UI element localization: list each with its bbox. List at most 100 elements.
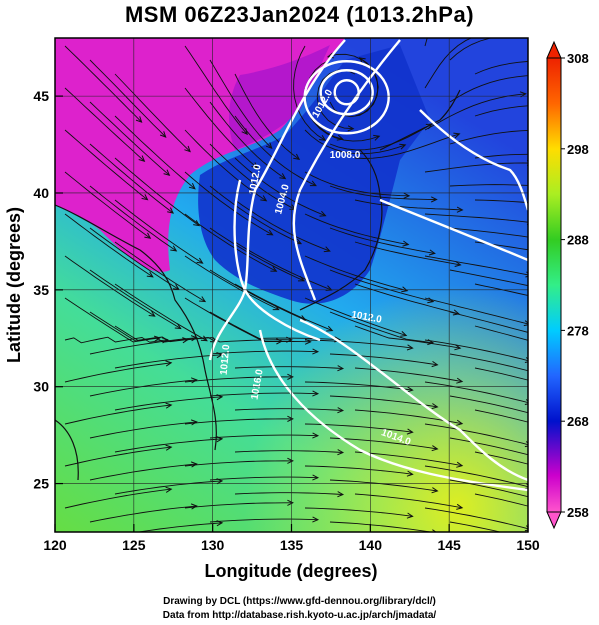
streamline <box>304 129 406 155</box>
streamline-arrowhead <box>431 487 439 494</box>
streamline-arrowhead <box>452 309 460 316</box>
colorbar-min-arrow <box>546 511 562 530</box>
streamline-arrowhead <box>138 155 146 162</box>
streamline <box>184 255 279 311</box>
streamline-arrowhead <box>193 220 201 227</box>
streamline <box>449 75 528 103</box>
streamline-arrowhead <box>167 207 175 214</box>
streamline-arrowhead <box>546 32 552 37</box>
streamline <box>304 465 413 475</box>
streamline <box>184 129 267 202</box>
cold-airmass-blue-core <box>198 45 430 304</box>
streamlines <box>64 32 583 532</box>
streamline-arrowhead <box>287 457 294 464</box>
streamline <box>209 269 306 321</box>
streamline <box>114 283 208 342</box>
streamline-arrowhead <box>312 432 320 439</box>
streamline-arrowhead <box>347 125 355 132</box>
streamline <box>184 337 292 343</box>
isobar <box>299 318 528 482</box>
streamline <box>304 297 407 336</box>
streamline-arrowhead <box>216 520 224 527</box>
streamline <box>89 505 197 523</box>
streamline <box>424 162 528 173</box>
streamline <box>424 38 473 89</box>
streamline <box>89 421 197 439</box>
streamline-arrowhead <box>216 394 224 401</box>
map-plot-area: 1012.01012.01008.01004.01012.01012.01014… <box>55 32 583 532</box>
streamline-arrowhead <box>574 304 580 309</box>
streamline-arrowhead <box>523 320 528 327</box>
streamline-arrowhead <box>199 296 207 303</box>
streamline <box>424 381 528 404</box>
streamline-arrowhead <box>454 344 462 351</box>
streamline <box>329 185 437 200</box>
streamline-arrowhead <box>270 266 278 272</box>
streamline-arrowhead <box>406 470 414 477</box>
streamline <box>329 311 434 344</box>
streamline-arrowhead <box>165 444 173 451</box>
streamline-arrowhead <box>165 402 173 409</box>
colorbar-tick-label: 278 <box>567 323 589 338</box>
streamline-arrowhead <box>402 240 410 247</box>
isobar <box>379 198 528 262</box>
streamline-arrowhead <box>456 461 464 468</box>
streamline-arrowhead <box>576 104 582 109</box>
streamline-arrowhead <box>279 173 287 180</box>
streamline <box>64 171 151 239</box>
streamline <box>449 129 528 145</box>
streamline <box>89 463 197 481</box>
streamline <box>449 479 528 498</box>
isobar-label: 1016.0 <box>249 368 265 400</box>
streamline-arrowhead <box>287 415 294 422</box>
streamline <box>89 269 181 329</box>
streamline <box>424 339 528 362</box>
streamline <box>449 521 502 532</box>
streamline-arrowhead <box>312 474 320 481</box>
colorbar-gradient <box>546 57 562 513</box>
streamline-arrowhead <box>406 512 414 519</box>
streamline-arrowhead <box>216 436 224 443</box>
isobar <box>319 69 374 116</box>
isobar-label: 1008.0 <box>330 150 361 161</box>
isobar <box>419 109 528 211</box>
streamline <box>89 101 170 176</box>
streamline-arrowhead <box>309 180 317 187</box>
x-tick-label: 150 <box>516 537 540 553</box>
streamline <box>449 353 528 372</box>
streamline <box>304 213 409 245</box>
streamline-arrowhead <box>577 206 583 211</box>
streamline-arrowhead <box>287 499 294 506</box>
streamline-arrowhead <box>260 195 268 202</box>
axis-ticks <box>54 95 529 532</box>
streamline <box>474 61 528 75</box>
streamline <box>209 59 273 149</box>
y-tick-label: 35 <box>33 282 49 298</box>
credit-data-source: Data from http://database.rish.kyoto-u.a… <box>162 610 437 621</box>
streamline-arrowhead <box>431 445 439 452</box>
streamline-arrowhead <box>425 123 433 130</box>
streamline-arrowhead <box>406 428 414 435</box>
streamline <box>424 213 528 223</box>
streamline-arrowhead <box>146 271 154 278</box>
streamline-arrowhead <box>312 516 320 523</box>
streamline <box>64 336 168 344</box>
streamline <box>474 153 528 159</box>
streamline <box>114 480 223 495</box>
streamline <box>64 446 172 467</box>
streamline-arrowhead <box>428 249 436 256</box>
y-tick-label: 30 <box>33 379 49 395</box>
streamline-arrowhead <box>574 391 580 396</box>
streamline <box>234 73 300 160</box>
streamline-arrowhead <box>153 335 161 342</box>
cold-airmass-purple-core <box>228 45 330 150</box>
streamline-arrowhead <box>337 491 345 498</box>
streamline-arrowhead <box>266 229 274 236</box>
streamline-arrowhead <box>432 529 437 532</box>
streamline <box>184 45 248 135</box>
streamline-arrowhead <box>196 257 204 264</box>
streamline <box>234 325 340 341</box>
streamline-arrowhead <box>190 419 198 426</box>
isobar <box>208 39 346 361</box>
streamline-arrowhead <box>170 245 178 252</box>
